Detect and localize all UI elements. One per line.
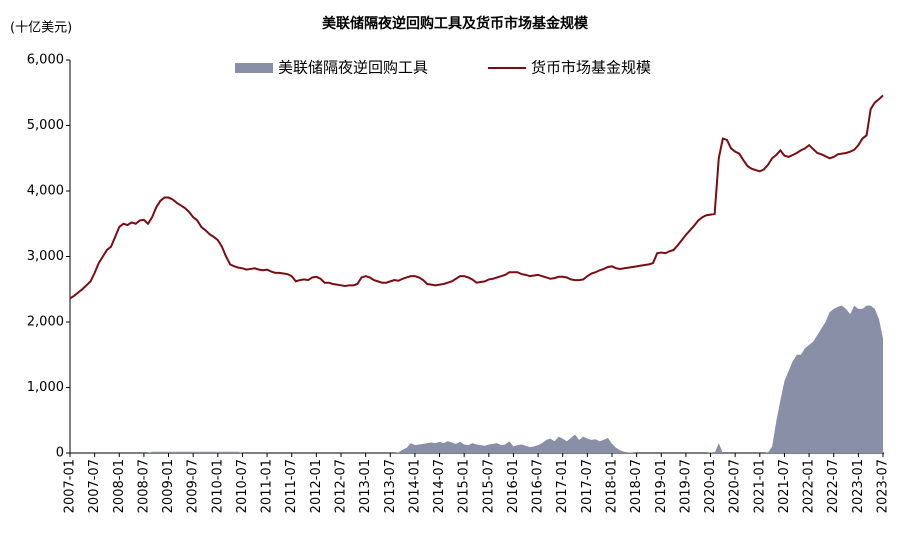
x-tick-label: 2009-07	[186, 459, 201, 513]
x-tick-label: 2008-07	[136, 459, 151, 513]
legend-swatch	[235, 63, 273, 73]
x-tick-label: 2021-07	[777, 459, 792, 513]
y-tick-label: 6,000	[27, 53, 64, 68]
x-tick-label: 2017-01	[555, 459, 570, 513]
x-tick-label: 2012-01	[309, 459, 324, 513]
x-tick-label: 2013-07	[383, 459, 398, 513]
y-tick-label: 4,000	[27, 184, 64, 199]
x-tick-label: 2015-07	[481, 459, 496, 513]
y-tick-label: 3,000	[27, 249, 64, 264]
x-tick-label: 2010-01	[210, 459, 225, 513]
x-tick-label: 2019-01	[654, 459, 669, 513]
y-tick-label: 5,000	[27, 118, 64, 133]
x-tick-label: 2014-01	[407, 459, 422, 513]
x-tick-label: 2022-07	[826, 459, 841, 513]
x-tick-label: 2007-07	[87, 459, 102, 513]
legend-label: 美联储隔夜逆回购工具	[278, 59, 428, 77]
x-tick-label: 2008-01	[112, 459, 127, 513]
x-tick-label: 2021-01	[752, 459, 767, 513]
x-tick-label: 2009-01	[161, 459, 176, 513]
x-tick-label: 2012-07	[334, 459, 349, 513]
line	[69, 94, 884, 300]
y-unit-label: (十亿美元)	[10, 21, 72, 36]
x-tick-label: 2023-07	[876, 459, 891, 513]
x-tick-label: 2011-07	[284, 459, 299, 513]
x-tick-label: 2017-07	[580, 459, 595, 513]
x-tick-label: 2014-07	[432, 459, 447, 513]
legend-label: 货币市场基金规模	[531, 59, 651, 77]
x-tick-label: 2020-01	[703, 459, 718, 513]
x-tick-label: 2019-07	[678, 459, 693, 513]
x-tick-label: 2015-01	[457, 459, 472, 513]
x-tick-label: 2010-07	[235, 459, 250, 513]
x-tick-label: 2016-01	[506, 459, 521, 513]
x-tick-label: 2018-01	[605, 459, 620, 513]
area	[70, 305, 883, 453]
chart-title: 美联储隔夜逆回购工具及货币市场基金规模	[322, 15, 589, 32]
x-tick-label: 2020-07	[728, 459, 743, 513]
x-tick-label: 2016-07	[531, 459, 546, 513]
y-tick-label: 0	[56, 446, 64, 461]
x-tick-label: 2011-01	[260, 459, 275, 513]
x-tick-label: 2007-01	[63, 459, 78, 513]
x-tick-label: 2022-01	[802, 459, 817, 513]
x-tick-label: 2018-07	[629, 459, 644, 513]
y-tick-label: 1,000	[27, 380, 64, 395]
x-tick-label: 2013-01	[358, 459, 373, 513]
x-tick-label: 2023-01	[851, 459, 866, 513]
y-tick-label: 2,000	[27, 315, 64, 330]
